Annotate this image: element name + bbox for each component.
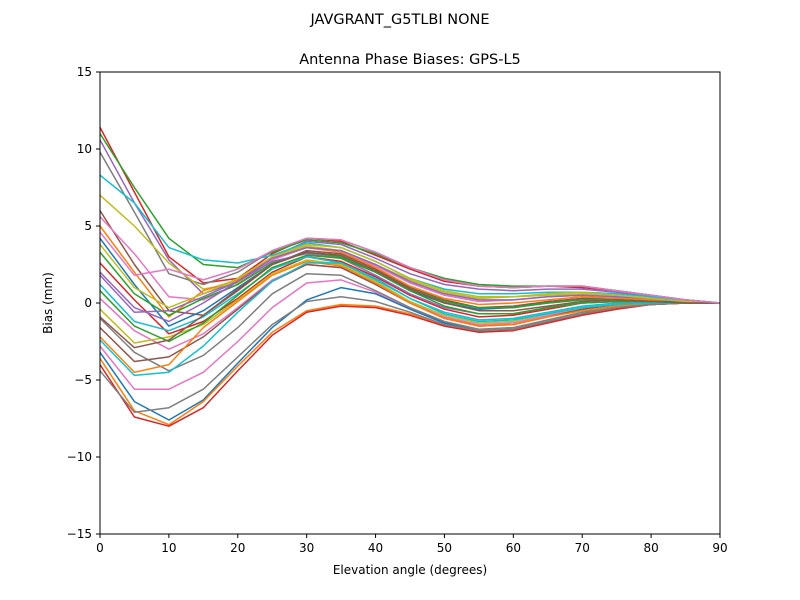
series-line-9 [99, 225, 721, 318]
series-line-28 [99, 243, 721, 309]
x-tick-label: 80 [643, 541, 658, 555]
y-tick-label: 10 [77, 142, 92, 156]
x-tick-label: 30 [299, 541, 314, 555]
y-tick-label: 15 [77, 65, 92, 79]
x-tick-label: 50 [437, 541, 452, 555]
x-tick-label: 40 [368, 541, 383, 555]
series-line-29 [99, 251, 720, 349]
series-line-19 [99, 260, 720, 374]
series-line-25 [99, 262, 720, 377]
chart-suptitle: JAVGRANT_G5TLBI NONE [309, 12, 489, 28]
series-line-26 [99, 246, 721, 323]
x-tick-label: 60 [506, 541, 521, 555]
x-tick-label: 70 [575, 541, 590, 555]
y-tick-label: 5 [84, 219, 92, 233]
x-tick-label: 0 [96, 541, 104, 555]
y-axis-ticks: −15 −10 −5 0 5 10 15 [67, 65, 100, 541]
x-axis-label: Elevation angle (degrees) [333, 563, 487, 577]
series-line-30 [99, 231, 721, 304]
x-tick-label: 10 [161, 541, 176, 555]
chart-title: Antenna Phase Biases: GPS-L5 [299, 52, 521, 68]
y-tick-label: 0 [84, 296, 92, 310]
series-line-23 [99, 302, 720, 427]
y-axis-label: Bias (mm) [41, 272, 55, 334]
series-lines [99, 127, 721, 427]
series-line-24 [99, 296, 720, 414]
y-tick-label: −15 [67, 527, 92, 541]
y-tick-label: −5 [74, 373, 92, 387]
x-tick-label: 20 [230, 541, 245, 555]
x-axis-ticks: 0 10 20 30 40 50 60 70 80 90 [96, 534, 728, 555]
series-line-27 [99, 254, 720, 343]
x-tick-label: 90 [712, 541, 727, 555]
y-tick-label: −10 [67, 450, 92, 464]
